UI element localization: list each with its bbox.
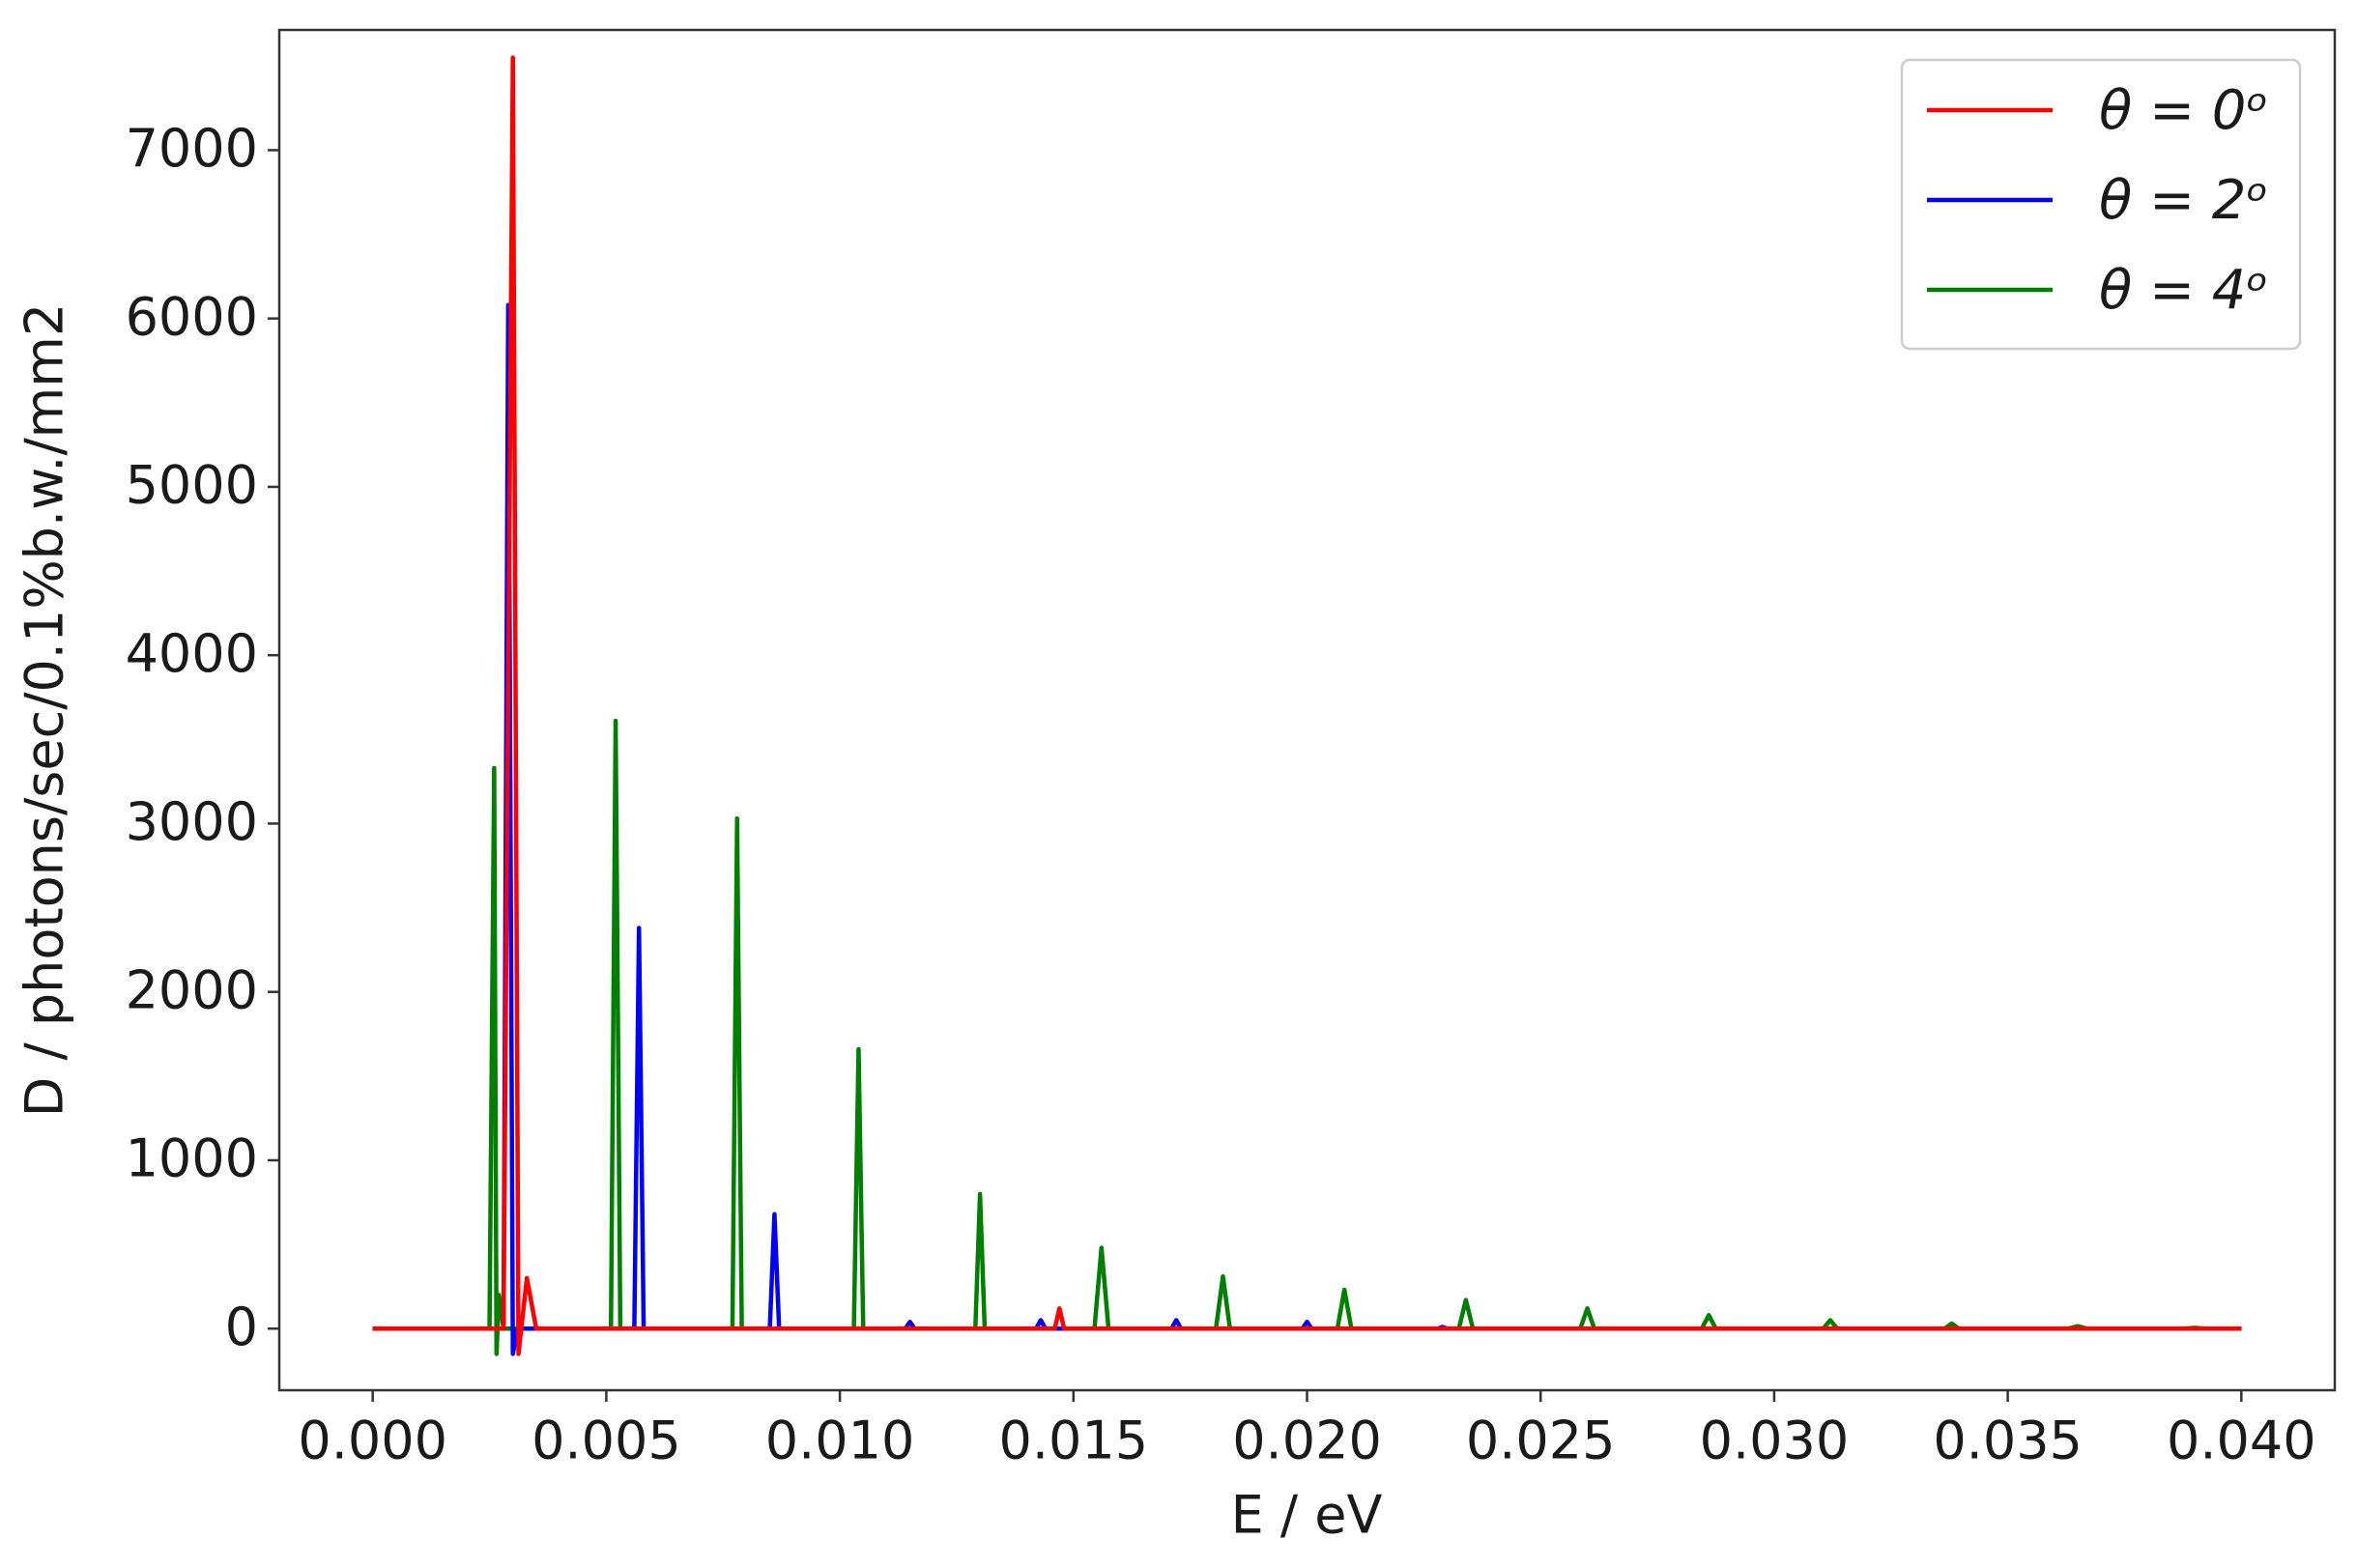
y-tick-label: 5000 <box>126 455 258 516</box>
legend-label: θ = 0ᵒ <box>2099 79 2269 142</box>
series-line <box>372 718 2242 1356</box>
x-tick-label: 0.005 <box>532 1411 681 1471</box>
series-line <box>372 55 2242 1356</box>
y-axis-label: D / photons/sec/0.1%b.w./mm2 <box>14 303 75 1117</box>
y-tick-label: 1000 <box>126 1128 258 1189</box>
legend-label: θ = 4ᵒ <box>2099 259 2269 322</box>
legend: θ = 0ᵒ θ = 2ᵒ θ = 4ᵒ <box>1900 58 2302 351</box>
x-tick-label: 0.000 <box>298 1411 447 1471</box>
x-tick-label: 0.040 <box>2167 1411 2316 1471</box>
y-tick-label: 7000 <box>126 118 258 179</box>
x-tick-label: 0.010 <box>765 1411 915 1471</box>
series-line <box>372 302 2242 1356</box>
y-tick-label: 6000 <box>126 286 258 347</box>
y-tick-label: 2000 <box>126 959 258 1020</box>
legend-box <box>1900 58 2302 351</box>
x-tick-label: 0.015 <box>998 1411 1148 1471</box>
plot-frame <box>277 28 2337 1392</box>
legend-label: θ = 2ᵒ <box>2099 169 2269 232</box>
x-tick-label: 0.020 <box>1232 1411 1382 1471</box>
y-tick-label: 0 <box>225 1297 258 1357</box>
x-tick-label: 0.030 <box>1700 1411 1850 1471</box>
y-tick-label: 3000 <box>126 791 258 852</box>
y-tick-label: 4000 <box>126 623 258 684</box>
x-tick-label: 0.035 <box>1933 1411 2083 1471</box>
x-tick-label: 0.025 <box>1466 1411 1616 1471</box>
x-axis-label: E / eV <box>1231 1485 1383 1546</box>
